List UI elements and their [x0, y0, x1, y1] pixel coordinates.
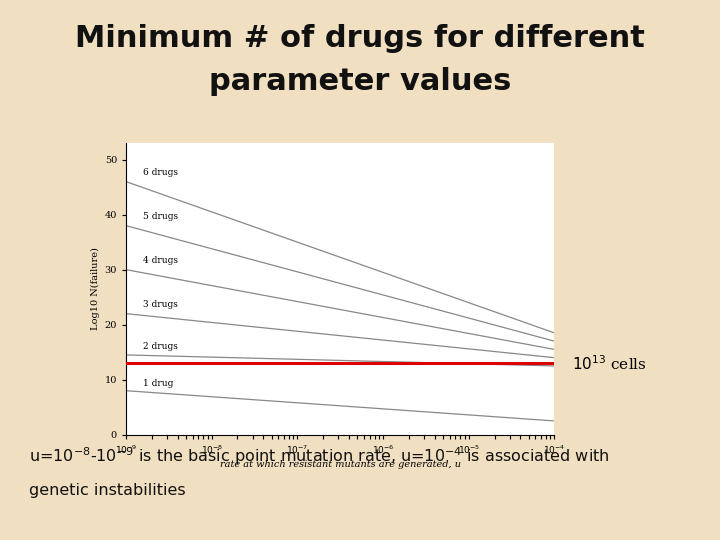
Y-axis label: Log10 N(failure): Log10 N(failure) — [91, 247, 100, 330]
Text: 4 drugs: 4 drugs — [143, 256, 179, 265]
Text: Minimum # of drugs for different: Minimum # of drugs for different — [75, 24, 645, 53]
Text: 6 drugs: 6 drugs — [143, 168, 179, 177]
Text: parameter values: parameter values — [209, 68, 511, 97]
Text: u=10$^{-8}$-10$^{-9}$ is the basic point mutation rate, u=10$^{-4}$ is associate: u=10$^{-8}$-10$^{-9}$ is the basic point… — [29, 446, 609, 467]
Text: 1 drug: 1 drug — [143, 379, 174, 388]
Text: genetic instabilities: genetic instabilities — [29, 483, 186, 498]
Text: 5 drugs: 5 drugs — [143, 212, 179, 221]
Text: 2 drugs: 2 drugs — [143, 342, 179, 351]
X-axis label: rate at which resistant mutants are generated, u: rate at which resistant mutants are gene… — [220, 460, 461, 469]
Text: 3 drugs: 3 drugs — [143, 300, 179, 309]
Text: $10^{13}$ cells: $10^{13}$ cells — [572, 354, 647, 373]
